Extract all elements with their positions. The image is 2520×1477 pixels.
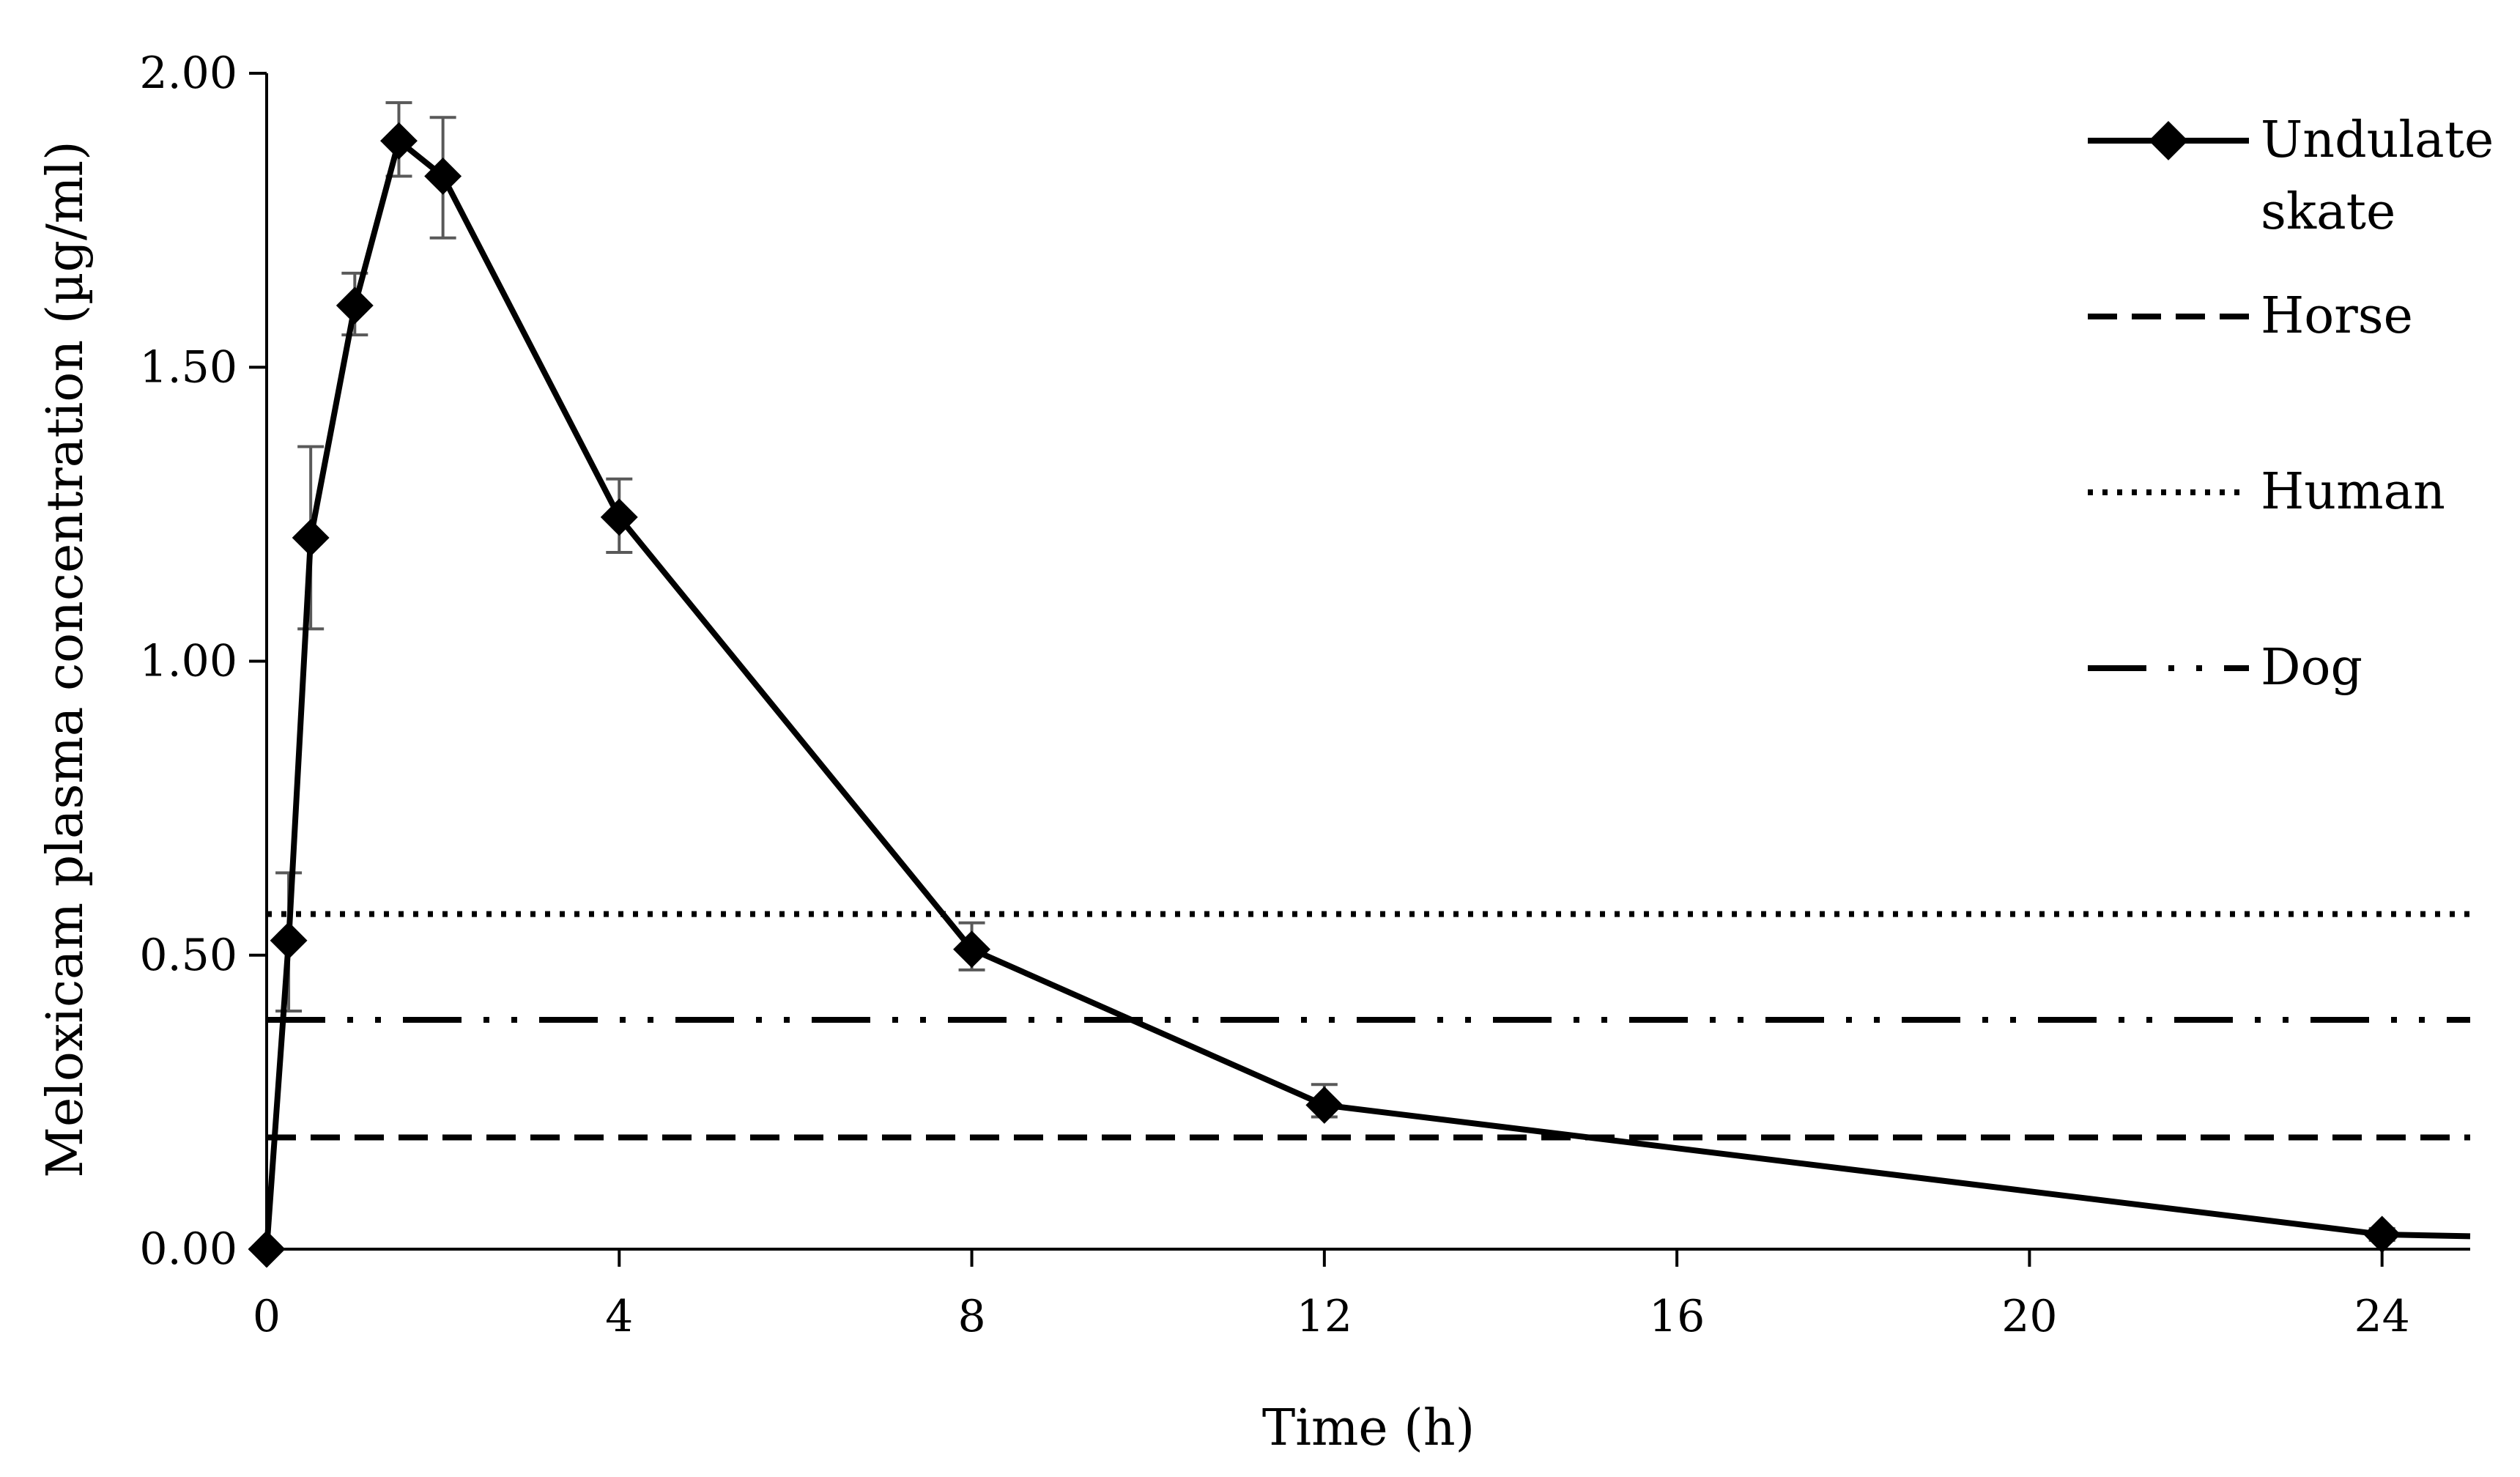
data-point-marker	[1305, 1086, 1344, 1124]
x-tick-label: 8	[957, 1291, 985, 1342]
data-point-marker	[953, 930, 991, 969]
x-tick-label: 24	[2354, 1291, 2410, 1342]
reference-lines	[267, 911, 2470, 1141]
legend-item-human: Human	[2088, 463, 2445, 521]
svg-text:Undulate skate: Undulate skate	[2261, 111, 2510, 241]
data-point-marker	[292, 519, 330, 557]
legend-label-skate: skate	[2261, 183, 2395, 241]
y-tick-label: 2.00	[139, 48, 237, 99]
data-point-marker	[270, 922, 308, 960]
data-point-marker	[380, 122, 418, 160]
series-lines	[264, 138, 2471, 1250]
legend-item-dog: Dog	[2088, 639, 2362, 697]
legend: Undulate skate Horse Human Dog	[2088, 111, 2510, 697]
error-bars	[275, 101, 2395, 1242]
axes	[265, 73, 2470, 1251]
legend-marker-diamond	[2149, 121, 2188, 160]
x-axis-title: Time (h)	[1262, 1399, 1475, 1457]
y-tick-label: 1.50	[139, 341, 237, 393]
x-tick-label: 0	[253, 1291, 281, 1342]
data-point-marker	[336, 286, 374, 325]
legend-item-undulate-skate: Undulate skate	[2088, 111, 2510, 241]
legend-label-horse: Horse	[2261, 287, 2413, 345]
legend-item-horse: Horse	[2088, 287, 2413, 345]
legend-label-human: Human	[2261, 463, 2445, 521]
y-ticks: 0.00 0.50 1.00 1.50 2.00	[139, 48, 267, 1275]
y-axis-title: Meloxicam plasma concentration (µg/ml)	[37, 141, 94, 1177]
data-point-marker	[600, 498, 638, 536]
legend-label-dog: Dog	[2261, 639, 2362, 697]
series-line-undulate-skate	[264, 138, 2471, 1250]
x-tick-label: 16	[1649, 1291, 1705, 1342]
y-tick-label: 0.00	[139, 1224, 237, 1275]
data-point-marker	[2363, 1215, 2401, 1254]
x-ticks: 0 4 8 12 16 20 24	[253, 1249, 2410, 1342]
y-tick-label: 0.50	[139, 930, 237, 981]
x-tick-label: 4	[605, 1291, 633, 1342]
data-markers	[248, 122, 2401, 1268]
data-point-marker	[424, 157, 462, 195]
legend-label-undulate: Undulate	[2261, 111, 2494, 169]
y-tick-label: 1.00	[139, 636, 237, 687]
x-tick-label: 20	[2001, 1291, 2057, 1342]
x-tick-label: 12	[1297, 1291, 1352, 1342]
